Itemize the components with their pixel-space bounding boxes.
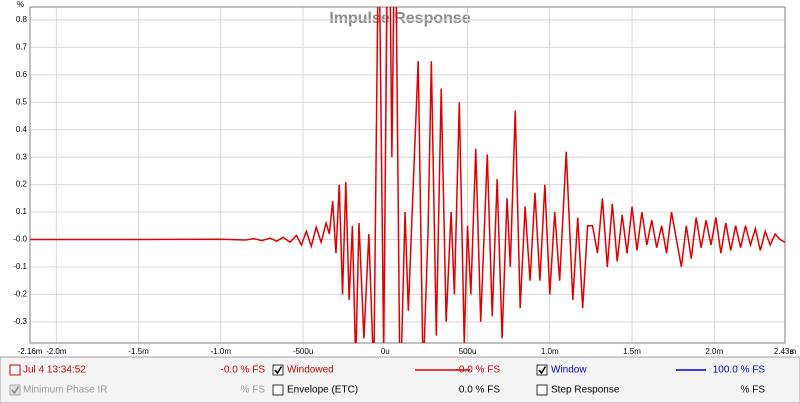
check-mark bbox=[538, 366, 547, 375]
check-mark bbox=[11, 386, 20, 395]
legend-value: -0.0 % FS bbox=[456, 365, 501, 376]
legend-label: Minimum Phase IR bbox=[23, 385, 107, 396]
legend-label: Envelope (ETC) bbox=[287, 385, 358, 396]
checkbox[interactable] bbox=[536, 384, 548, 396]
checkbox[interactable] bbox=[536, 364, 548, 376]
y-tick-label: 0.8 bbox=[16, 15, 28, 24]
legend-value: -0.0 % FS bbox=[221, 365, 266, 376]
x-tick-label: -1.0m bbox=[211, 347, 232, 356]
legend-label: Window bbox=[551, 365, 587, 376]
legend-value: % FS bbox=[241, 385, 266, 396]
y-tick-label: -0.3 bbox=[13, 317, 27, 326]
legend-value: 0.0 % FS bbox=[459, 385, 500, 396]
x-tick-label: 500u bbox=[459, 347, 477, 356]
x-tick-label: -2.0m bbox=[46, 347, 67, 356]
y-tick-label: 0.6 bbox=[16, 70, 28, 79]
x-tick-label: -1.5m bbox=[128, 347, 149, 356]
plot-frame bbox=[29, 6, 786, 344]
legend-panel bbox=[0, 356, 800, 403]
y-tick-label: -0.0 bbox=[13, 235, 27, 244]
x-tick-label: 1.5m bbox=[623, 347, 641, 356]
checkbox[interactable] bbox=[272, 384, 284, 396]
y-tick-label: 0.4 bbox=[16, 125, 28, 134]
series-line bbox=[30, 7, 785, 343]
x-tick-label: 0u bbox=[381, 347, 390, 356]
y-tick-label: 0.5 bbox=[16, 97, 28, 106]
legend-label: Step Response bbox=[551, 385, 620, 396]
chart-title: Impulse Response bbox=[329, 10, 470, 27]
y-tick-label: -0.1 bbox=[13, 262, 27, 271]
x-unit: s bbox=[790, 347, 794, 356]
x-tick-label: -500u bbox=[293, 347, 313, 356]
y-unit: % bbox=[17, 0, 24, 9]
check-mark bbox=[274, 366, 283, 375]
y-tick-label: 0.1 bbox=[16, 207, 28, 216]
x-tick-label: -2.16m bbox=[18, 347, 43, 356]
y-tick-label: 0.2 bbox=[16, 180, 28, 189]
x-tick-label: 2.0m bbox=[705, 347, 723, 356]
legend-label: Windowed bbox=[287, 365, 334, 376]
legend-label: Jul 4 13:34:52 bbox=[23, 365, 86, 376]
x-tick-label: 2.43m bbox=[774, 347, 797, 356]
y-tick-label: -0.2 bbox=[13, 290, 27, 299]
checkbox[interactable] bbox=[272, 364, 284, 376]
legend-value: % FS bbox=[741, 385, 766, 396]
legend-value: 100.0 % FS bbox=[713, 365, 766, 376]
checkbox[interactable] bbox=[9, 384, 21, 396]
y-tick-label: 0.3 bbox=[16, 152, 28, 161]
x-tick-label: 1.0m bbox=[541, 347, 559, 356]
checkbox[interactable] bbox=[9, 364, 21, 376]
y-tick-label: 0.7 bbox=[16, 42, 28, 51]
